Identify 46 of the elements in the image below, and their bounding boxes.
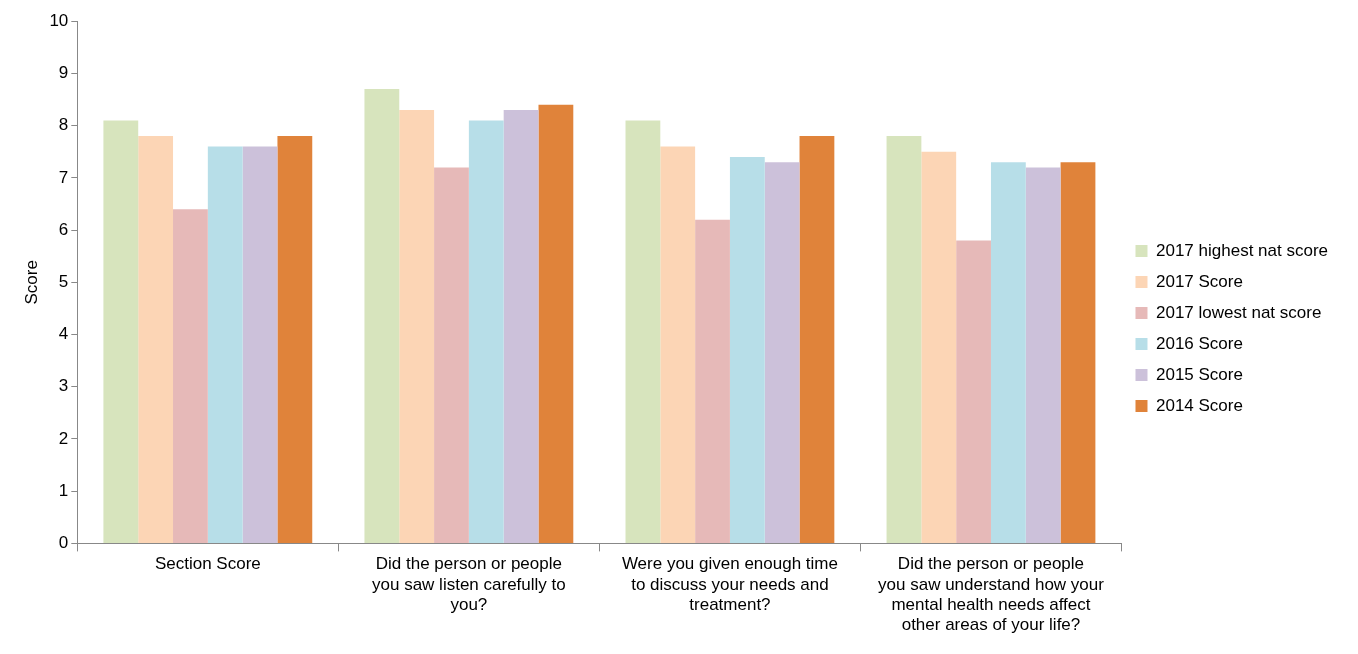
x-tick-label: Did the person or people you saw understand how your mental health needs affect other areas of your life? xyxy=(878,554,1105,635)
legend-label: 2017 lowest nat score xyxy=(1155,302,1322,322)
y-axis-title: Score xyxy=(21,260,41,305)
bar xyxy=(764,162,800,543)
bar xyxy=(277,136,313,543)
bar xyxy=(695,219,730,543)
y-tick-label: 3 xyxy=(58,376,69,396)
bar xyxy=(1025,167,1061,543)
bar xyxy=(364,89,400,543)
bar xyxy=(886,136,922,543)
x-tick-label: Were you given enough time to discuss your needs and treatment? xyxy=(621,554,838,615)
bar xyxy=(921,151,957,543)
y-tick-label: 1 xyxy=(58,480,69,500)
bar xyxy=(503,109,539,543)
bar xyxy=(729,156,765,543)
bar xyxy=(990,162,1026,543)
bar xyxy=(103,120,139,543)
legend-label: 2014 Score xyxy=(1155,395,1243,415)
y-tick-label: 4 xyxy=(58,324,69,344)
bar xyxy=(242,146,278,543)
legend-label: 2016 Score xyxy=(1155,333,1243,353)
y-tick-label: 2 xyxy=(58,428,69,448)
y-tick-label: 6 xyxy=(58,219,69,239)
bar xyxy=(138,136,174,543)
bar xyxy=(1060,162,1096,543)
bar xyxy=(625,120,661,543)
bar xyxy=(660,146,696,543)
y-tick-label: 0 xyxy=(58,533,69,553)
legend-label: 2017 Score xyxy=(1155,271,1243,291)
bar xyxy=(468,120,504,543)
y-tick-label: 8 xyxy=(58,115,69,135)
bar xyxy=(956,240,991,543)
legend-label: 2015 Score xyxy=(1155,364,1243,384)
y-tick-label: 5 xyxy=(58,271,69,291)
y-tick-label: 10 xyxy=(49,10,69,30)
bar xyxy=(399,109,435,543)
y-tick-label: 9 xyxy=(58,63,69,83)
bar xyxy=(538,104,574,543)
x-tick-label: Did the person or people you saw listen carefully to you? xyxy=(372,554,566,615)
bar xyxy=(799,136,835,543)
bar xyxy=(207,146,243,543)
y-tick-label: 7 xyxy=(58,167,69,187)
x-tick-label: Section Score xyxy=(154,554,261,574)
legend-label: 2017 highest nat score xyxy=(1155,240,1329,260)
bar xyxy=(434,167,469,543)
bar xyxy=(173,209,208,543)
